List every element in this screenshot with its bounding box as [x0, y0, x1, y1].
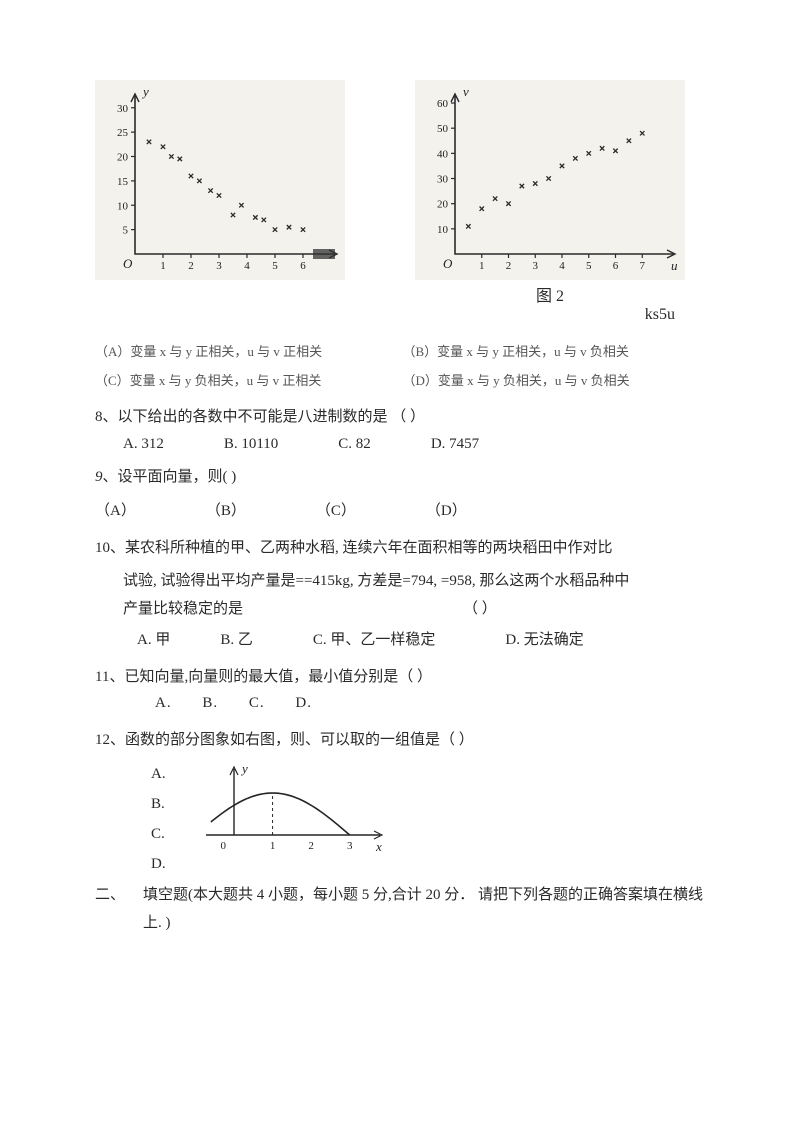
- svg-text:3: 3: [347, 840, 353, 852]
- q12-opt-c: C.: [151, 819, 166, 849]
- svg-text:O: O: [123, 256, 133, 271]
- svg-text:0: 0: [220, 840, 226, 852]
- svg-text:4: 4: [559, 260, 565, 272]
- charts-row: 5 10 15 20 25 30 1 2 3 4 5 6 y O 10 20 30 40 50 60 1 2 3 4 5 6 7 v…: [95, 80, 710, 324]
- q11-options: A. B. C. D.: [155, 695, 710, 712]
- q8-opt-b: B. 10110: [224, 436, 278, 453]
- svg-text:6: 6: [300, 260, 306, 272]
- q8-opt-d: D. 7457: [431, 436, 479, 453]
- q9-opt-b: （B）: [206, 499, 246, 520]
- svg-text:10: 10: [437, 224, 449, 236]
- svg-text:40: 40: [437, 148, 449, 160]
- exam-page: 51015202530123456yO 1020304050601234567v…: [0, 0, 800, 998]
- svg-text:y: y: [240, 761, 248, 776]
- q10-body: 试验, 试验得出平均产量是==415kg, 方差是=794, =958, 那么这…: [123, 567, 710, 624]
- chart-2-subcaption: ks5u: [415, 306, 685, 324]
- q12-opt-d: D.: [151, 849, 166, 879]
- svg-text:10: 10: [117, 200, 129, 212]
- q7-opt-c: （C）变量 x 与 y 负相关，u 与 v 正相关: [95, 367, 403, 396]
- svg-text:2: 2: [308, 840, 314, 852]
- svg-text:7: 7: [640, 260, 646, 272]
- chart-1-box: 5 10 15 20 25 30 1 2 3 4 5 6 y O: [95, 80, 345, 324]
- chart-2-box: 10 20 30 40 50 60 1 2 3 4 5 6 7 v u O 图 2 ks5u: [415, 80, 685, 324]
- svg-text:4: 4: [244, 260, 250, 272]
- q9-opt-d: （D）: [426, 499, 467, 520]
- section-2: 二、 填空题(本大题共 4 小题，每小题 5 分,合计 20 分． 请把下列各题…: [95, 881, 710, 938]
- q12-options: A. B. C. D.: [151, 759, 166, 879]
- section-2-label: 二、: [95, 881, 125, 938]
- svg-text:20: 20: [437, 199, 449, 211]
- svg-text:50: 50: [437, 123, 449, 135]
- q8-options: A. 312 B. 10110 C. 82 D. 7457: [123, 436, 710, 453]
- q7-opt-d: （D）变量 x 与 y 负相关，u 与 v 负相关: [403, 367, 711, 396]
- q9-opt-c: （C）: [316, 499, 356, 520]
- q12-opt-b: B.: [151, 789, 166, 819]
- svg-text:1: 1: [479, 260, 485, 272]
- svg-text:O: O: [443, 256, 453, 271]
- q12-figure: y x 0 1 2 3: [186, 755, 386, 870]
- svg-text:v: v: [463, 84, 469, 99]
- svg-text:2: 2: [188, 260, 194, 272]
- q10-opt-d: D. 无法确定: [505, 628, 583, 649]
- q7-options: （A）变量 x 与 y 正相关，u 与 v 正相关 （B）变量 x 与 y 正相…: [95, 338, 710, 395]
- q7-opt-a: （A）变量 x 与 y 正相关，u 与 v 正相关: [95, 338, 403, 367]
- q10-opt-b: B. 乙: [220, 628, 253, 649]
- q12-stem: 12、函数的部分图象如右图，则、可以取的一组值是（ ）: [95, 726, 710, 755]
- q7-opt-b: （B）变量 x 与 y 正相关，u 与 v 负相关: [403, 338, 711, 367]
- svg-text:u: u: [671, 258, 678, 273]
- svg-text:25: 25: [117, 127, 129, 139]
- svg-text:15: 15: [117, 176, 129, 188]
- svg-text:3: 3: [216, 260, 222, 272]
- q9-stem: 9、设平面向量，则( ): [95, 463, 710, 492]
- svg-text:3: 3: [533, 260, 539, 272]
- q12-opt-a: A.: [151, 759, 166, 789]
- q11-opt-c: C.: [249, 695, 265, 711]
- svg-text:2: 2: [506, 260, 512, 272]
- q11-opt-a: A.: [155, 695, 172, 711]
- chart-2-caption: 图 2: [415, 282, 685, 306]
- q10-opt-c: C. 甲、乙一样稳定: [313, 628, 436, 649]
- q10-stem: 10、某农科所种植的甲、乙两种水稻, 连续六年在面积相等的两块稻田中作对比: [95, 534, 710, 563]
- q10-opt-a: A. 甲: [137, 628, 170, 649]
- q12-wrap: A. B. C. D. y x 0 1 2 3: [95, 759, 710, 879]
- section-2-text: 填空题(本大题共 4 小题，每小题 5 分,合计 20 分． 请把下列各题的正确…: [143, 881, 710, 938]
- q11-stem: 11、已知向量,向量则的最大值，最小值分别是（ ）: [95, 663, 710, 692]
- svg-text:60: 60: [437, 98, 449, 110]
- svg-text:5: 5: [272, 260, 278, 272]
- svg-text:6: 6: [613, 260, 619, 272]
- q8-opt-c: C. 82: [338, 436, 371, 453]
- q8-opt-a: A. 312: [123, 436, 164, 453]
- q8-stem: 8、以下给出的各数中不可能是八进制数的是 （ ）: [95, 403, 710, 432]
- q9-options: （A） （B） （C） （D）: [95, 499, 710, 520]
- q12-figure-svg: y x 0 1 2 3: [186, 755, 386, 865]
- svg-text:5: 5: [123, 225, 129, 237]
- svg-text:x: x: [375, 839, 382, 854]
- q10-options: A. 甲 B. 乙 C. 甲、乙一样稳定 D. 无法确定: [137, 628, 710, 649]
- svg-text:1: 1: [160, 260, 166, 272]
- q9-opt-a: （A）: [95, 499, 136, 520]
- svg-text:20: 20: [117, 152, 129, 164]
- svg-text:y: y: [141, 84, 149, 99]
- svg-text:30: 30: [437, 174, 449, 186]
- chart-2: 10 20 30 40 50 60 1 2 3 4 5 6 7 v u O: [415, 80, 685, 280]
- q11-opt-d: D.: [295, 695, 312, 711]
- svg-text:30: 30: [117, 103, 129, 115]
- svg-text:1: 1: [269, 840, 275, 852]
- q11-opt-b: B.: [202, 695, 218, 711]
- chart-1: 5 10 15 20 25 30 1 2 3 4 5 6 y O: [95, 80, 345, 280]
- svg-text:5: 5: [586, 260, 592, 272]
